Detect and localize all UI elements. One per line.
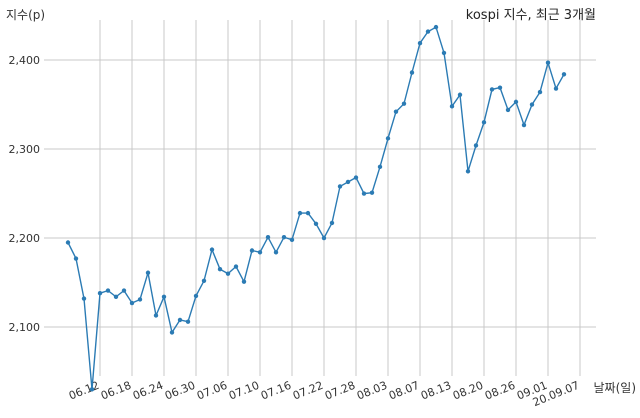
y-tick-label: 2,100 <box>9 321 41 334</box>
x-tick-label: 06.24 <box>131 379 165 403</box>
data-point <box>305 210 311 216</box>
x-tick-label: 08.03 <box>355 379 389 403</box>
data-point <box>377 164 383 170</box>
chart-title: kospi 지수, 최근 3개월 <box>465 8 596 23</box>
x-axis-ticks: 06.1206.1806.2406.3007.0607.1007.1607.22… <box>67 379 581 409</box>
data-point <box>441 50 447 56</box>
grid-lines <box>44 20 596 376</box>
x-tick-label: 08.20 <box>451 379 485 403</box>
data-point <box>361 191 367 196</box>
x-tick-label: 07.22 <box>291 379 325 403</box>
data-point <box>297 210 303 216</box>
x-tick-label: 07.28 <box>323 379 357 403</box>
data-point <box>553 86 559 91</box>
series-group <box>65 24 567 392</box>
data-point <box>353 175 359 180</box>
data-point <box>265 234 271 240</box>
data-point <box>161 294 167 299</box>
x-tick-label: 06.12 <box>67 379 101 403</box>
data-point <box>129 300 135 306</box>
data-point <box>273 250 279 255</box>
x-tick-label: 06.30 <box>163 379 197 403</box>
y-axis-ticks: 2,100 2,200 2,300 2,400 <box>9 54 41 334</box>
data-point <box>113 294 119 299</box>
data-point <box>257 250 263 255</box>
data-point <box>217 267 223 272</box>
data-point <box>537 89 543 95</box>
y-tick-label: 2,200 <box>9 232 41 245</box>
x-tick-label: 08.13 <box>419 379 453 403</box>
data-point <box>89 387 95 392</box>
data-point <box>201 278 207 283</box>
y-tick-label: 2,400 <box>9 54 41 67</box>
data-point <box>289 237 295 243</box>
data-point <box>281 234 287 240</box>
data-point <box>489 87 495 92</box>
data-point <box>81 296 87 301</box>
data-point <box>545 60 551 65</box>
data-point <box>457 92 463 97</box>
data-point <box>473 143 479 148</box>
data-point <box>401 101 407 106</box>
data-point <box>409 70 415 75</box>
data-point <box>385 136 391 141</box>
data-point <box>505 107 511 113</box>
data-point <box>105 288 111 293</box>
x-tick-label: 08.26 <box>483 379 517 403</box>
y-tick-label: 2,300 <box>9 143 41 156</box>
data-point <box>225 271 231 276</box>
data-point <box>481 120 487 125</box>
data-point <box>433 24 439 30</box>
x-tick-label: 07.10 <box>227 379 261 403</box>
data-point <box>449 104 455 109</box>
data-point <box>337 184 343 189</box>
data-point <box>185 319 191 324</box>
x-tick-label: 08.07 <box>387 379 421 403</box>
x-tick-label: 07.06 <box>195 379 229 403</box>
data-point <box>153 313 159 318</box>
data-point <box>329 220 335 226</box>
data-point <box>233 264 239 269</box>
x-tick-label: 06.18 <box>99 379 133 403</box>
data-point <box>369 190 375 195</box>
data-point <box>529 102 535 107</box>
data-point <box>345 179 351 185</box>
data-point <box>313 221 319 227</box>
data-point <box>169 330 175 335</box>
data-point <box>465 169 471 174</box>
data-point <box>425 29 431 34</box>
data-point <box>209 247 215 252</box>
data-point <box>249 248 255 253</box>
data-point <box>417 40 423 46</box>
data-point <box>561 72 567 77</box>
data-point <box>193 293 199 299</box>
y-axis-label: 지수(p) <box>6 8 46 22</box>
series-line <box>67 26 565 390</box>
data-point <box>121 288 127 293</box>
data-point <box>241 279 247 284</box>
data-point <box>521 122 527 128</box>
data-point <box>513 99 519 105</box>
data-point <box>73 256 79 261</box>
data-point <box>497 85 503 90</box>
data-point <box>65 240 71 245</box>
data-point <box>97 291 103 296</box>
data-point <box>393 109 399 114</box>
data-point <box>321 235 327 241</box>
x-axis-label: 날짜(일) <box>593 381 636 395</box>
x-tick-label: 07.16 <box>259 379 293 403</box>
data-point <box>177 317 183 323</box>
data-point <box>137 297 143 302</box>
data-point <box>145 270 151 275</box>
